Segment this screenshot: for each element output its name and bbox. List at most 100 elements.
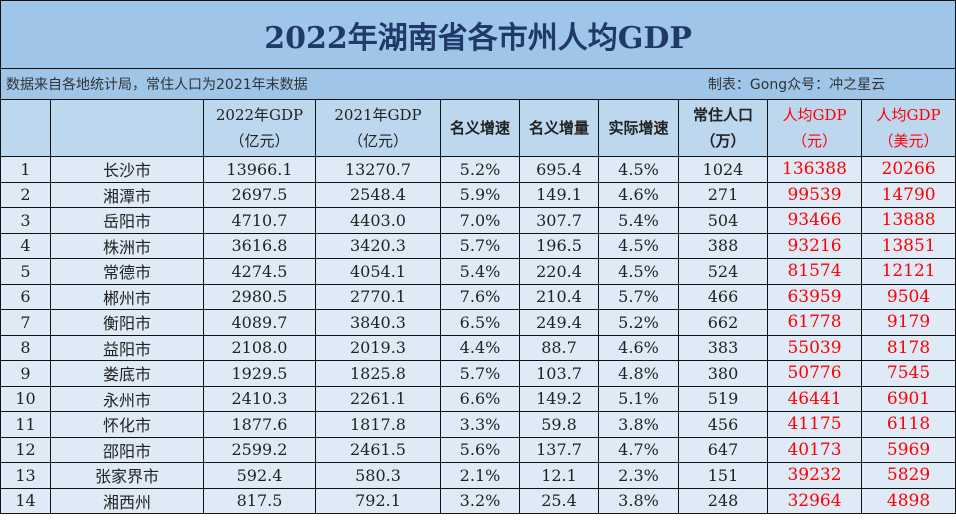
table-cell: 张家界市 — [50, 462, 204, 489]
table-cell: 怀化市 — [50, 411, 204, 438]
table-cell: 1825.8 — [315, 360, 441, 387]
table-cell: 4.5% — [598, 232, 679, 259]
table-cell: 7545 — [860, 360, 956, 387]
table-cell: 13270.7 — [315, 156, 441, 183]
table-cell: 817.5 — [203, 487, 316, 514]
table-cell: 6 — [0, 283, 51, 310]
table-cell: 1929.5 — [203, 360, 316, 387]
column-header: 实际增速 — [598, 99, 679, 157]
table-row: 8 益阳市 2108.0 2019.3 4.4% 88.7 4.6% 383 55039 8178 — [0, 334, 956, 361]
table-row: 12 邵阳市 2599.2 2461.5 5.6% 137.7 4.7% 647 40173 59… — [0, 436, 956, 463]
table-cell: 湘西州 — [50, 487, 204, 514]
table-cell: 63959 — [767, 283, 862, 310]
table-cell: 50776 — [767, 360, 862, 387]
header-line-1: 人均GDP — [782, 106, 847, 124]
table-cell: 466 — [678, 283, 768, 310]
table-cell: 271 — [678, 181, 768, 208]
table-cell: 41175 — [767, 411, 862, 438]
table-cell: 4.8% — [598, 360, 679, 387]
column-header: 名义增速 — [440, 99, 520, 157]
table-cell: 7.0% — [440, 207, 520, 234]
table-cell: 14790 — [860, 181, 956, 208]
table-cell: 4.5% — [598, 258, 679, 285]
credit: 制表：Gong众号：冲之星云 — [707, 77, 886, 93]
header-line-1: 名义增量 — [528, 119, 589, 137]
table-cell: 10 — [0, 385, 51, 412]
header-line-2: （万） — [700, 132, 746, 150]
table-cell: 1817.8 — [315, 411, 441, 438]
table-cell: 2019.3 — [315, 334, 441, 361]
table-row: 2 湘潭市 2697.5 2548.4 5.9% 149.1 4.6% 271 99539 147… — [0, 181, 956, 208]
header-row: 2022年GDP （亿元） 2021年GDP （亿元） 名义增速 名义增量 实际增速 常住人口… — [0, 99, 956, 157]
column-header: 2022年GDP （亿元） — [203, 99, 316, 157]
header-line-1: 实际增速 — [608, 119, 669, 137]
table-cell: 5 — [0, 258, 51, 285]
table-cell: 13966.1 — [203, 156, 316, 183]
table-cell: 株洲市 — [50, 232, 204, 259]
table-cell: 8178 — [860, 334, 956, 361]
table-cell: 388 — [678, 232, 768, 259]
table-cell: 580.3 — [315, 462, 441, 489]
table-cell: 2548.4 — [315, 181, 441, 208]
table-cell: 5.7% — [440, 360, 520, 387]
table-cell: 4403.0 — [315, 207, 441, 234]
table-cell: 61778 — [767, 309, 862, 336]
table-cell: 32964 — [767, 487, 862, 514]
table-cell: 93466 — [767, 207, 862, 234]
table-cell: 13888 — [860, 207, 956, 234]
table-row: 9 娄底市 1929.5 1825.8 5.7% 103.7 4.8% 380 50776 754… — [0, 360, 956, 387]
table-cell: 5.4% — [598, 207, 679, 234]
table-cell: 3840.3 — [315, 309, 441, 336]
table-row: 10 永州市 2410.3 2261.1 6.6% 149.2 5.1% 519 46441 69… — [0, 385, 956, 412]
table-cell: 39232 — [767, 462, 862, 489]
table-cell: 20266 — [860, 156, 956, 183]
table-cell: 9179 — [860, 309, 956, 336]
table-cell: 12.1 — [519, 462, 599, 489]
header-line-1: 2022年GDP — [215, 106, 304, 124]
table-cell: 1 — [0, 156, 51, 183]
table-cell: 益阳市 — [50, 334, 204, 361]
table-cell: 149.2 — [519, 385, 599, 412]
header-line-1: 人均GDP — [876, 106, 941, 124]
table-cell: 3420.3 — [315, 232, 441, 259]
table-cell: 1024 — [678, 156, 768, 183]
table-cell: 5.4% — [440, 258, 520, 285]
header-line-2: （元） — [791, 132, 837, 150]
table-cell: 46441 — [767, 385, 862, 412]
table-cell: 2410.3 — [203, 385, 316, 412]
table-cell: 695.4 — [519, 156, 599, 183]
table-cell: 5.2% — [440, 156, 520, 183]
table-cell: 4.5% — [598, 156, 679, 183]
table-cell: 2770.1 — [315, 283, 441, 310]
table-cell: 4898 — [860, 487, 956, 514]
table-cell: 3.3% — [440, 411, 520, 438]
table-row: 11 怀化市 1877.6 1817.8 3.3% 59.8 3.8% 456 41175 611… — [0, 411, 956, 438]
table-cell: 88.7 — [519, 334, 599, 361]
table-cell: 6118 — [860, 411, 956, 438]
table-cell: 衡阳市 — [50, 309, 204, 336]
column-header: 常住人口 （万） — [678, 99, 768, 157]
table-cell: 81574 — [767, 258, 862, 285]
table-title: 2022年湖南省各市州人均GDP — [0, 0, 956, 69]
table-cell: 2 — [0, 181, 51, 208]
table-cell: 9504 — [860, 283, 956, 310]
header-line-2: （亿元） — [229, 132, 290, 150]
table-cell: 210.4 — [519, 283, 599, 310]
table-cell: 5.9% — [440, 181, 520, 208]
table-cell: 4.6% — [598, 181, 679, 208]
table-cell: 103.7 — [519, 360, 599, 387]
table-cell: 4.4% — [440, 334, 520, 361]
table-cell: 2108.0 — [203, 334, 316, 361]
table-cell: 4089.7 — [203, 309, 316, 336]
table-cell: 3.8% — [598, 411, 679, 438]
table-cell: 2.3% — [598, 462, 679, 489]
table-cell: 13 — [0, 462, 51, 489]
table-cell: 248 — [678, 487, 768, 514]
table-cell: 常德市 — [50, 258, 204, 285]
table-row: 13 张家界市 592.4 580.3 2.1% 12.1 2.3% 151 39232 5829 — [0, 462, 956, 489]
table-cell: 456 — [678, 411, 768, 438]
table-row: 7 衡阳市 4089.7 3840.3 6.5% 249.4 5.2% 662 61778 917… — [0, 309, 956, 336]
table-body: 1 长沙市 13966.1 13270.7 5.2% 695.4 4.5% 1024 13638… — [0, 156, 956, 514]
table-cell: 93216 — [767, 232, 862, 259]
